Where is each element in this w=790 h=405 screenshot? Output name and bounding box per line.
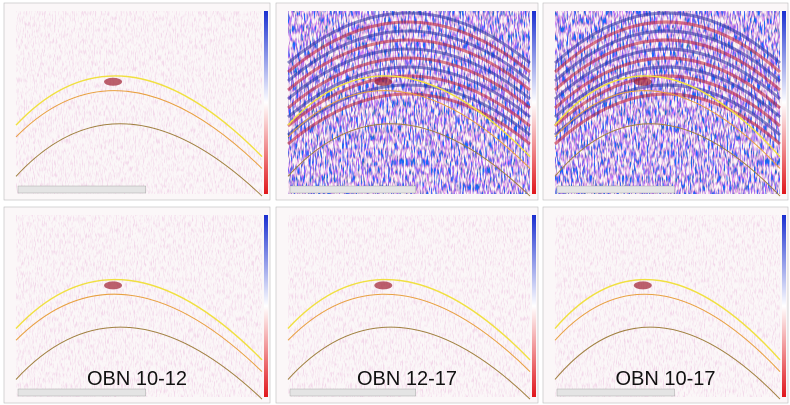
panel-label: OBN 10-12 (87, 368, 187, 390)
color-bar (264, 215, 268, 397)
color-bar (782, 11, 786, 194)
color-bar (264, 11, 268, 194)
reflector (553, 20, 781, 74)
noise (555, 215, 780, 397)
seismic-panel (3, 2, 271, 201)
reflector (287, 47, 531, 101)
status-bar (17, 388, 146, 397)
reflector (287, 83, 531, 137)
reflector (553, 11, 781, 65)
horizon-yellow (15, 278, 263, 361)
horizon-yellow (554, 75, 781, 158)
panel-label: OBN 10-17 (615, 368, 715, 390)
status-bar (556, 388, 675, 397)
horizon-brown (287, 123, 531, 197)
reflector (287, 11, 531, 65)
horizon-orange (287, 90, 531, 169)
reflector (287, 74, 531, 128)
horizon-orange (15, 90, 263, 169)
reflector (553, 56, 781, 110)
panel-label: OBN 12-17 (357, 368, 457, 390)
reflector (553, 83, 781, 137)
reflector (553, 74, 781, 128)
anomaly (374, 281, 393, 290)
anomaly (633, 281, 652, 290)
horizon-yellow (554, 278, 781, 361)
horizon-orange (287, 293, 531, 372)
horizon-yellow (287, 278, 531, 361)
color-bar (532, 11, 536, 194)
reflector (287, 65, 531, 119)
horizon-brown (15, 123, 263, 197)
reflector (553, 92, 781, 146)
noise (16, 11, 262, 194)
anomaly (374, 77, 393, 86)
horizon-orange (554, 293, 781, 372)
noise (16, 215, 262, 397)
anomaly (633, 77, 652, 86)
horizon-orange (15, 293, 263, 372)
horizon-brown (554, 123, 781, 197)
status-bar (289, 388, 416, 397)
reflector (287, 56, 531, 110)
seismic-panel (542, 2, 789, 201)
anomaly (104, 77, 123, 86)
seismic-panel: OBN 10-17 (542, 206, 789, 404)
status-bar (556, 185, 675, 194)
reflector (553, 29, 781, 83)
reflector (553, 47, 781, 101)
reflector (287, 92, 531, 146)
anomaly (104, 281, 123, 290)
horizon-brown (554, 326, 781, 400)
reflector (287, 20, 531, 74)
horizon-yellow (15, 75, 263, 158)
color-bar (532, 215, 536, 397)
reflector (553, 38, 781, 92)
horizon-brown (15, 326, 263, 400)
horizon-brown (287, 326, 531, 400)
status-bar (289, 185, 416, 194)
status-bar (17, 185, 146, 194)
horizon-orange (554, 90, 781, 169)
noise (288, 215, 530, 397)
horizon-yellow (287, 75, 531, 158)
reflector (287, 38, 531, 92)
reflector (287, 29, 531, 83)
seismic-panel (275, 2, 539, 201)
reflector (553, 65, 781, 119)
color-bar (782, 215, 786, 397)
seismic-panel: OBN 10-12 (3, 206, 271, 404)
seismic-panel: OBN 12-17 (275, 206, 539, 404)
